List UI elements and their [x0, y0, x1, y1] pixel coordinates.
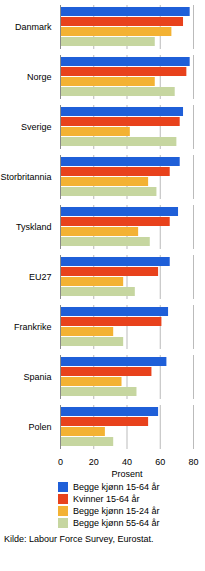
svg-text:Storbritannia: Storbritannia — [0, 172, 51, 182]
svg-text:20: 20 — [89, 457, 99, 467]
svg-text:Tyskland: Tyskland — [16, 222, 52, 232]
svg-text:60: 60 — [155, 457, 165, 467]
svg-text:Danmark: Danmark — [15, 22, 52, 32]
svg-text:Norge: Norge — [27, 72, 52, 82]
svg-text:80: 80 — [188, 457, 198, 467]
html-text:Begge kjønn 15-24 år: Begge kjønn 15-24 år — [73, 506, 160, 516]
svg-text:Frankrike: Frankrike — [14, 322, 52, 332]
svg-text:40: 40 — [122, 457, 132, 467]
svg-text:Spania: Spania — [23, 372, 51, 382]
html-text:Kilde: Labour Force Survey, Eu: Kilde: Labour Force Survey, Eurostat. — [4, 534, 154, 544]
svg-text:Prosent: Prosent — [111, 469, 143, 479]
svg-text:Polen: Polen — [28, 422, 51, 432]
html-text:Begge kjønn 55-64 år: Begge kjønn 55-64 år — [73, 518, 160, 528]
html-text:Kvinner 15-64 år: Kvinner 15-64 år — [73, 494, 140, 504]
html-text:Begge kjønn 15-64 år: Begge kjønn 15-64 år — [73, 482, 160, 492]
svg-text:EU27: EU27 — [29, 272, 52, 282]
svg-text:0: 0 — [58, 457, 63, 467]
svg-text:Sverige: Sverige — [21, 122, 52, 132]
